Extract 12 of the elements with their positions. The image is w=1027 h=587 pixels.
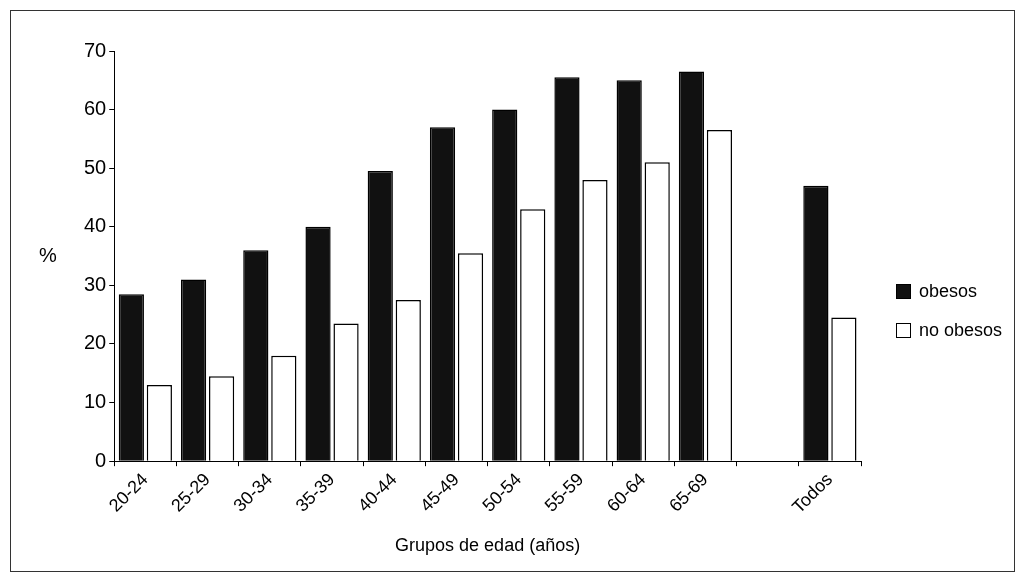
- y-tick-label: 10: [84, 390, 107, 413]
- legend-label: obesos: [919, 281, 978, 302]
- y-tick-label: 50: [84, 155, 107, 178]
- y-tick-label: 60: [84, 97, 107, 120]
- y-axis-title: %: [39, 243, 57, 266]
- text: no obesos: [919, 320, 1003, 341]
- y-tick-label: 20: [84, 331, 107, 354]
- y-tick-label: 0: [95, 448, 107, 471]
- y-tick-label: 30: [84, 272, 107, 295]
- x-axis-title: Grupos de edad (años): [395, 535, 581, 556]
- y-tick-label: 40: [84, 214, 107, 237]
- y-tick-label: 70: [84, 38, 107, 61]
